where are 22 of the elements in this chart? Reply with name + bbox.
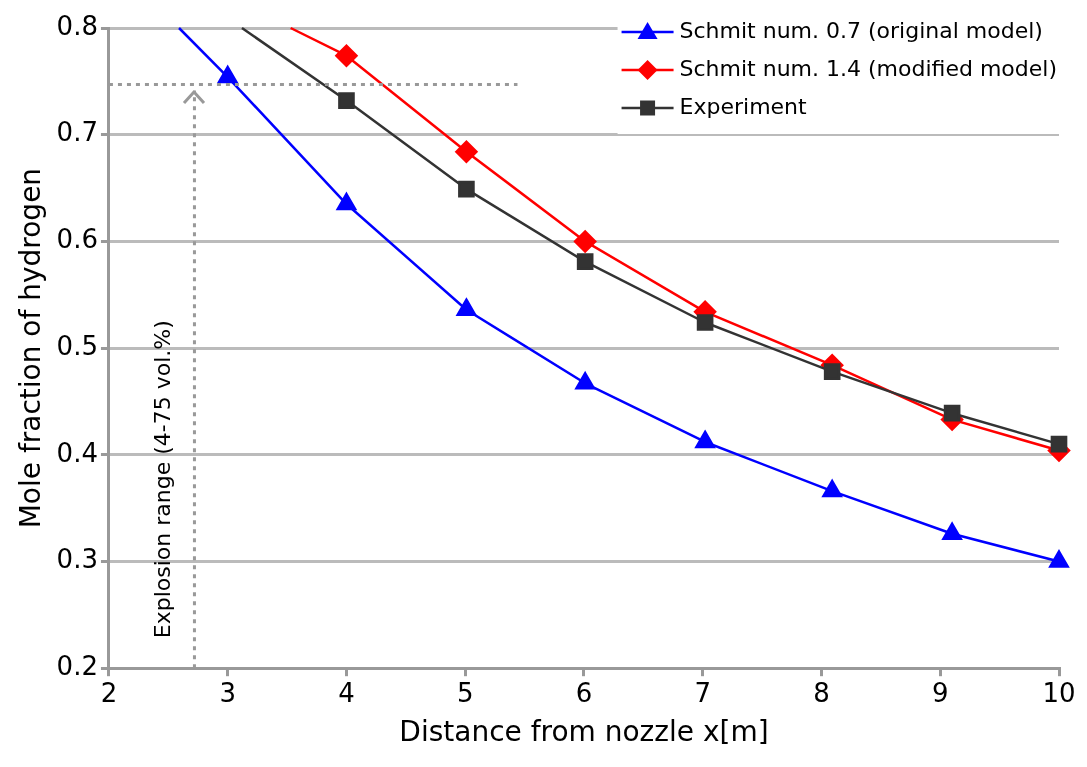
x-tick-label: 8	[813, 677, 830, 708]
y-tick-label: 0.5	[56, 330, 98, 361]
x-tick-label: 3	[219, 677, 236, 708]
y-tick-label: 0.3	[56, 544, 98, 575]
ref-line-label: Explosion range (4-75 vol.%)	[150, 320, 176, 639]
y-tick-label: 0.4	[56, 437, 98, 468]
x-tick-label: 9	[931, 677, 949, 708]
x-tick-label: 5	[456, 677, 474, 708]
y-tick-label: 0.2	[56, 650, 98, 681]
x-tick-label: 10	[1042, 677, 1076, 708]
legend-label: Schmit num. 1.4 (modified model)	[679, 55, 1057, 81]
y-tick-label: 0.8	[56, 10, 98, 41]
x-axis-title: Distance from nozzle x[m]	[399, 715, 769, 749]
x-tick-label: 6	[575, 677, 593, 708]
x-tick-label: 7	[694, 677, 711, 708]
y-tick-label: 0.7	[56, 117, 98, 148]
x-tick-label: 4	[338, 677, 355, 708]
x-tick-label: 2	[100, 677, 118, 708]
y-axis-title: Mole fraction of hydrogen	[14, 167, 48, 529]
y-tick-label: 0.6	[56, 224, 98, 255]
legend-label: Experiment	[679, 93, 808, 119]
legend-label: Schmit num. 0.7 (original model)	[679, 17, 1043, 43]
